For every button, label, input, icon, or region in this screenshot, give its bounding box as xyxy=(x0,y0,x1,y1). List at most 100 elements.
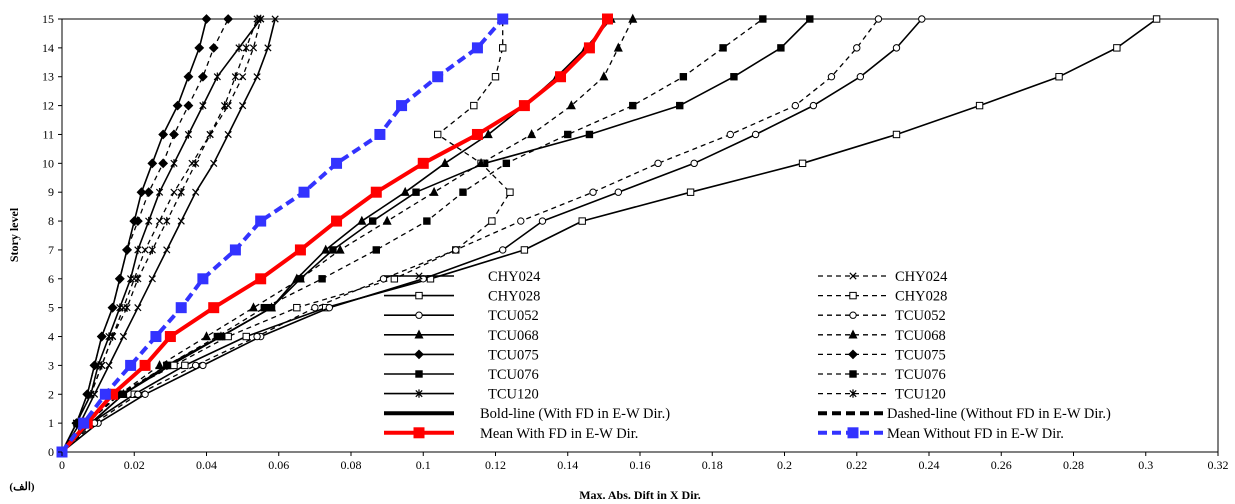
diamond-marker xyxy=(122,245,132,255)
data-point xyxy=(239,101,247,110)
diamond-marker xyxy=(223,14,234,24)
data-point xyxy=(311,303,319,312)
legend-entry: TCU052 xyxy=(384,308,539,324)
data-point xyxy=(231,72,240,81)
data-point xyxy=(163,361,171,370)
series-line xyxy=(60,17,505,454)
asterisk-marker xyxy=(148,245,156,255)
square-marker xyxy=(331,157,343,169)
data-point xyxy=(143,187,154,198)
data-point xyxy=(213,332,222,341)
data-point xyxy=(502,159,511,168)
square-marker xyxy=(719,44,727,52)
data-point xyxy=(791,101,800,110)
data-point xyxy=(434,130,442,139)
open-circle-marker xyxy=(654,159,662,168)
square-marker xyxy=(471,42,483,54)
series-tcu052-dashed xyxy=(58,15,883,456)
legend-label: Bold-line (With FD in E-W Dir.) xyxy=(480,406,670,422)
data-point xyxy=(158,129,169,140)
y-tick-label: 6 xyxy=(48,272,54,286)
diamond-marker xyxy=(89,360,100,371)
open-circle-marker xyxy=(849,311,857,319)
data-point xyxy=(191,361,200,370)
y-tick-label: 9 xyxy=(48,185,54,199)
x-tick-label: 0.28 xyxy=(1063,458,1084,472)
asterisk-marker xyxy=(134,245,142,255)
x-tick-label: 0.26 xyxy=(991,458,1012,472)
x-tick-label: 0.2 xyxy=(777,458,792,472)
data-point xyxy=(96,331,107,342)
data-point xyxy=(170,188,178,196)
data-point xyxy=(1152,15,1161,23)
data-point xyxy=(564,130,572,139)
legend-entry: CHY028 xyxy=(384,289,540,305)
data-point xyxy=(192,159,200,168)
data-point xyxy=(726,130,735,139)
data-point xyxy=(163,216,171,226)
data-point xyxy=(163,246,171,254)
asterisk-marker xyxy=(192,159,200,168)
square-marker xyxy=(730,73,738,81)
legend-entry: TCU120 xyxy=(818,387,946,403)
diamond-marker xyxy=(114,273,125,284)
triangle-marker xyxy=(357,215,367,225)
x-marker xyxy=(210,159,218,167)
legend-entry: TCU075 xyxy=(384,347,539,363)
data-point xyxy=(99,388,111,400)
x-marker xyxy=(224,101,232,110)
square-marker xyxy=(78,417,90,429)
data-point xyxy=(224,130,232,139)
data-point xyxy=(382,215,392,225)
series-mean-without-fd-in-e-w-dir--dashed-bold xyxy=(56,13,509,458)
legend-label: TCU075 xyxy=(895,347,946,363)
data-point xyxy=(527,129,537,139)
square-marker xyxy=(125,359,137,371)
data-point xyxy=(400,186,410,196)
x-tick-label: 0 xyxy=(59,458,65,472)
data-point xyxy=(87,390,95,399)
data-point xyxy=(136,187,147,198)
data-point xyxy=(719,44,727,52)
data-point xyxy=(417,157,429,169)
asterisk-marker xyxy=(206,130,214,139)
open-square-marker xyxy=(1152,15,1161,23)
data-point xyxy=(423,217,431,225)
square-marker xyxy=(555,71,567,83)
series-tcu052-solid xyxy=(58,15,926,456)
data-point xyxy=(255,215,267,227)
data-point xyxy=(429,186,439,196)
x-marker xyxy=(141,246,149,254)
legend-label: Mean Without FD in E-W Dir. xyxy=(887,426,1064,442)
data-point xyxy=(155,217,164,225)
open-square-marker xyxy=(491,73,500,81)
legend-marker xyxy=(849,370,857,378)
data-point xyxy=(517,217,525,225)
y-tick-label: 5 xyxy=(48,301,54,315)
legend-entry: TCU075 xyxy=(818,347,946,363)
square-marker xyxy=(99,388,111,400)
open-circle-marker xyxy=(311,303,319,312)
legend-entry: CHY024 xyxy=(818,269,948,285)
open-circle-marker xyxy=(589,188,597,196)
data-point xyxy=(242,43,250,53)
open-circle-marker xyxy=(892,44,901,52)
x-marker xyxy=(224,130,232,139)
square-marker xyxy=(175,302,187,314)
y-tick-label: 7 xyxy=(48,243,54,257)
data-point xyxy=(78,417,90,429)
legend: CHY024 CHY024 CHY028 CHY028 TCU052 TCU052 TCU0… xyxy=(384,269,1111,442)
open-circle-marker xyxy=(853,44,861,52)
data-point xyxy=(235,43,243,53)
open-circle-marker xyxy=(379,275,388,283)
x-tick-label: 0.1 xyxy=(416,458,431,472)
square-marker xyxy=(372,246,380,254)
open-circle-marker xyxy=(253,332,261,341)
data-point xyxy=(499,44,507,52)
open-circle-marker xyxy=(325,303,334,312)
x-tick-label: 0.14 xyxy=(557,458,578,472)
diamond-marker xyxy=(147,158,158,169)
data-point xyxy=(329,246,337,254)
triangle-marker xyxy=(848,329,858,339)
data-point xyxy=(613,42,623,52)
